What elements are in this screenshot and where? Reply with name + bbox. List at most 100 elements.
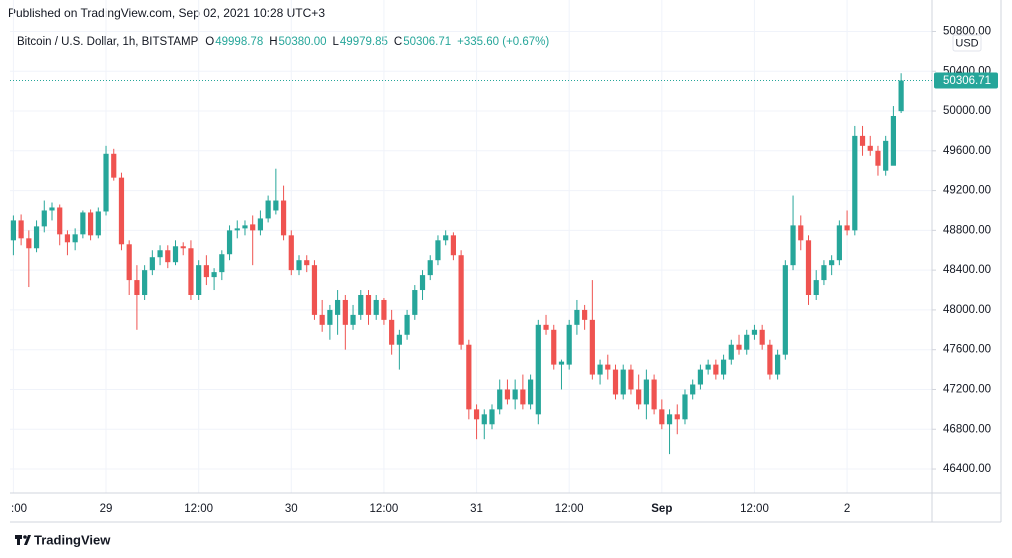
candle-body [682,394,688,420]
candle-body [404,314,410,335]
candle-body [72,234,78,243]
candle-body [589,319,595,375]
candle-body [473,409,480,420]
candle-body [57,207,63,235]
candle-body [419,275,426,291]
candle-body [196,265,202,295]
candle-body [535,324,541,415]
candle-body [651,379,657,410]
candle-body [674,414,680,420]
candle-body [111,153,117,178]
candle-body [319,314,325,325]
currency-label: USD [955,37,978,49]
ohlc-key: C [394,36,402,48]
candle-body [234,228,240,231]
candle-body [450,235,456,256]
candle-body [883,140,889,171]
x-tick-label: 29 [100,503,113,515]
x-tick-label: :00 [11,503,27,515]
candle-body [720,359,727,375]
candle-body [49,207,55,211]
candle-body [80,212,86,235]
candle-body [566,324,572,365]
y-tick-label: 50000.00 [943,105,991,117]
y-tick-label: 47200.00 [943,384,991,396]
legend: Bitcoin / U.S. Dollar, 1h, BITSTAMP O4999… [17,36,549,48]
candle-body [481,414,487,425]
x-tick-label: 2 [844,503,850,515]
candle-body [527,379,534,405]
candle-body [373,299,379,315]
candle-body [95,211,101,236]
published-note: Published on TradingView.com, Sep 02, 20… [8,6,325,20]
candle-body [805,240,812,295]
candle-body [149,257,155,271]
candle-body [659,409,665,425]
candle-body [867,145,873,151]
y-tick-label: 47600.00 [943,344,991,356]
candle-body [713,364,719,375]
y-tick-label: 46800.00 [943,423,991,435]
ohlc-key: H [269,36,277,48]
candle-body [203,265,209,278]
candle-body [489,409,495,425]
candle-body [767,344,773,375]
candle-body [790,225,796,266]
candle-body [728,344,734,360]
candle-body [466,344,472,410]
candle-body [172,246,179,263]
candle-body [574,309,580,325]
candle-body [821,265,827,281]
ohlc-key: L [333,36,340,48]
candle-body [396,334,402,345]
x-tick-label: 12:00 [740,503,769,515]
candle-body [335,299,341,315]
candle-body [103,153,109,212]
x-tick-label: Sep [651,503,672,515]
currency-badge[interactable] [952,34,982,52]
candle-body [775,354,781,375]
candle-body [643,379,649,405]
ohlc-value: 49998.78 [215,36,263,48]
candle-body [636,389,642,405]
ohlc-value: 50306.71 [403,36,451,48]
brand-logo [15,535,31,545]
candle-body [327,309,333,325]
candle-body [165,250,171,263]
candle-body [782,265,788,355]
candle-body [280,200,287,236]
candle-body [620,369,626,395]
candle-body [504,389,511,400]
candle-body [304,260,310,266]
candle-body [273,200,279,211]
candle-body [157,250,163,258]
candle-body [427,260,433,276]
candle-body [142,270,148,295]
candle-body [41,210,47,227]
candle-body [435,240,441,261]
ohlc-value: 49979.85 [340,36,388,48]
candle-body [188,248,194,295]
candle-body [33,226,40,249]
candle-body [751,329,758,335]
candle-body [875,150,881,166]
candle-body [26,238,32,249]
candle-body [890,115,897,166]
candle-body [443,235,449,241]
y-tick-label: 46400.00 [943,463,991,475]
change-value: +335.60 (+0.67%) [457,36,549,48]
x-tick-label: 30 [285,503,298,515]
symbol-title: Bitcoin / U.S. Dollar, 1h, BITSTAMP [17,36,199,48]
ohlc-key: O [205,36,214,48]
candle-body [226,230,233,255]
candle-body [288,235,294,271]
candle-body [859,135,866,146]
x-tick-label: 12:00 [555,503,584,515]
candle-body [798,225,804,241]
ohlc-value: 50380.00 [279,36,327,48]
candle-body [64,234,71,243]
candle-body [180,246,186,249]
candle-body [697,369,704,385]
candle-body [134,280,140,295]
